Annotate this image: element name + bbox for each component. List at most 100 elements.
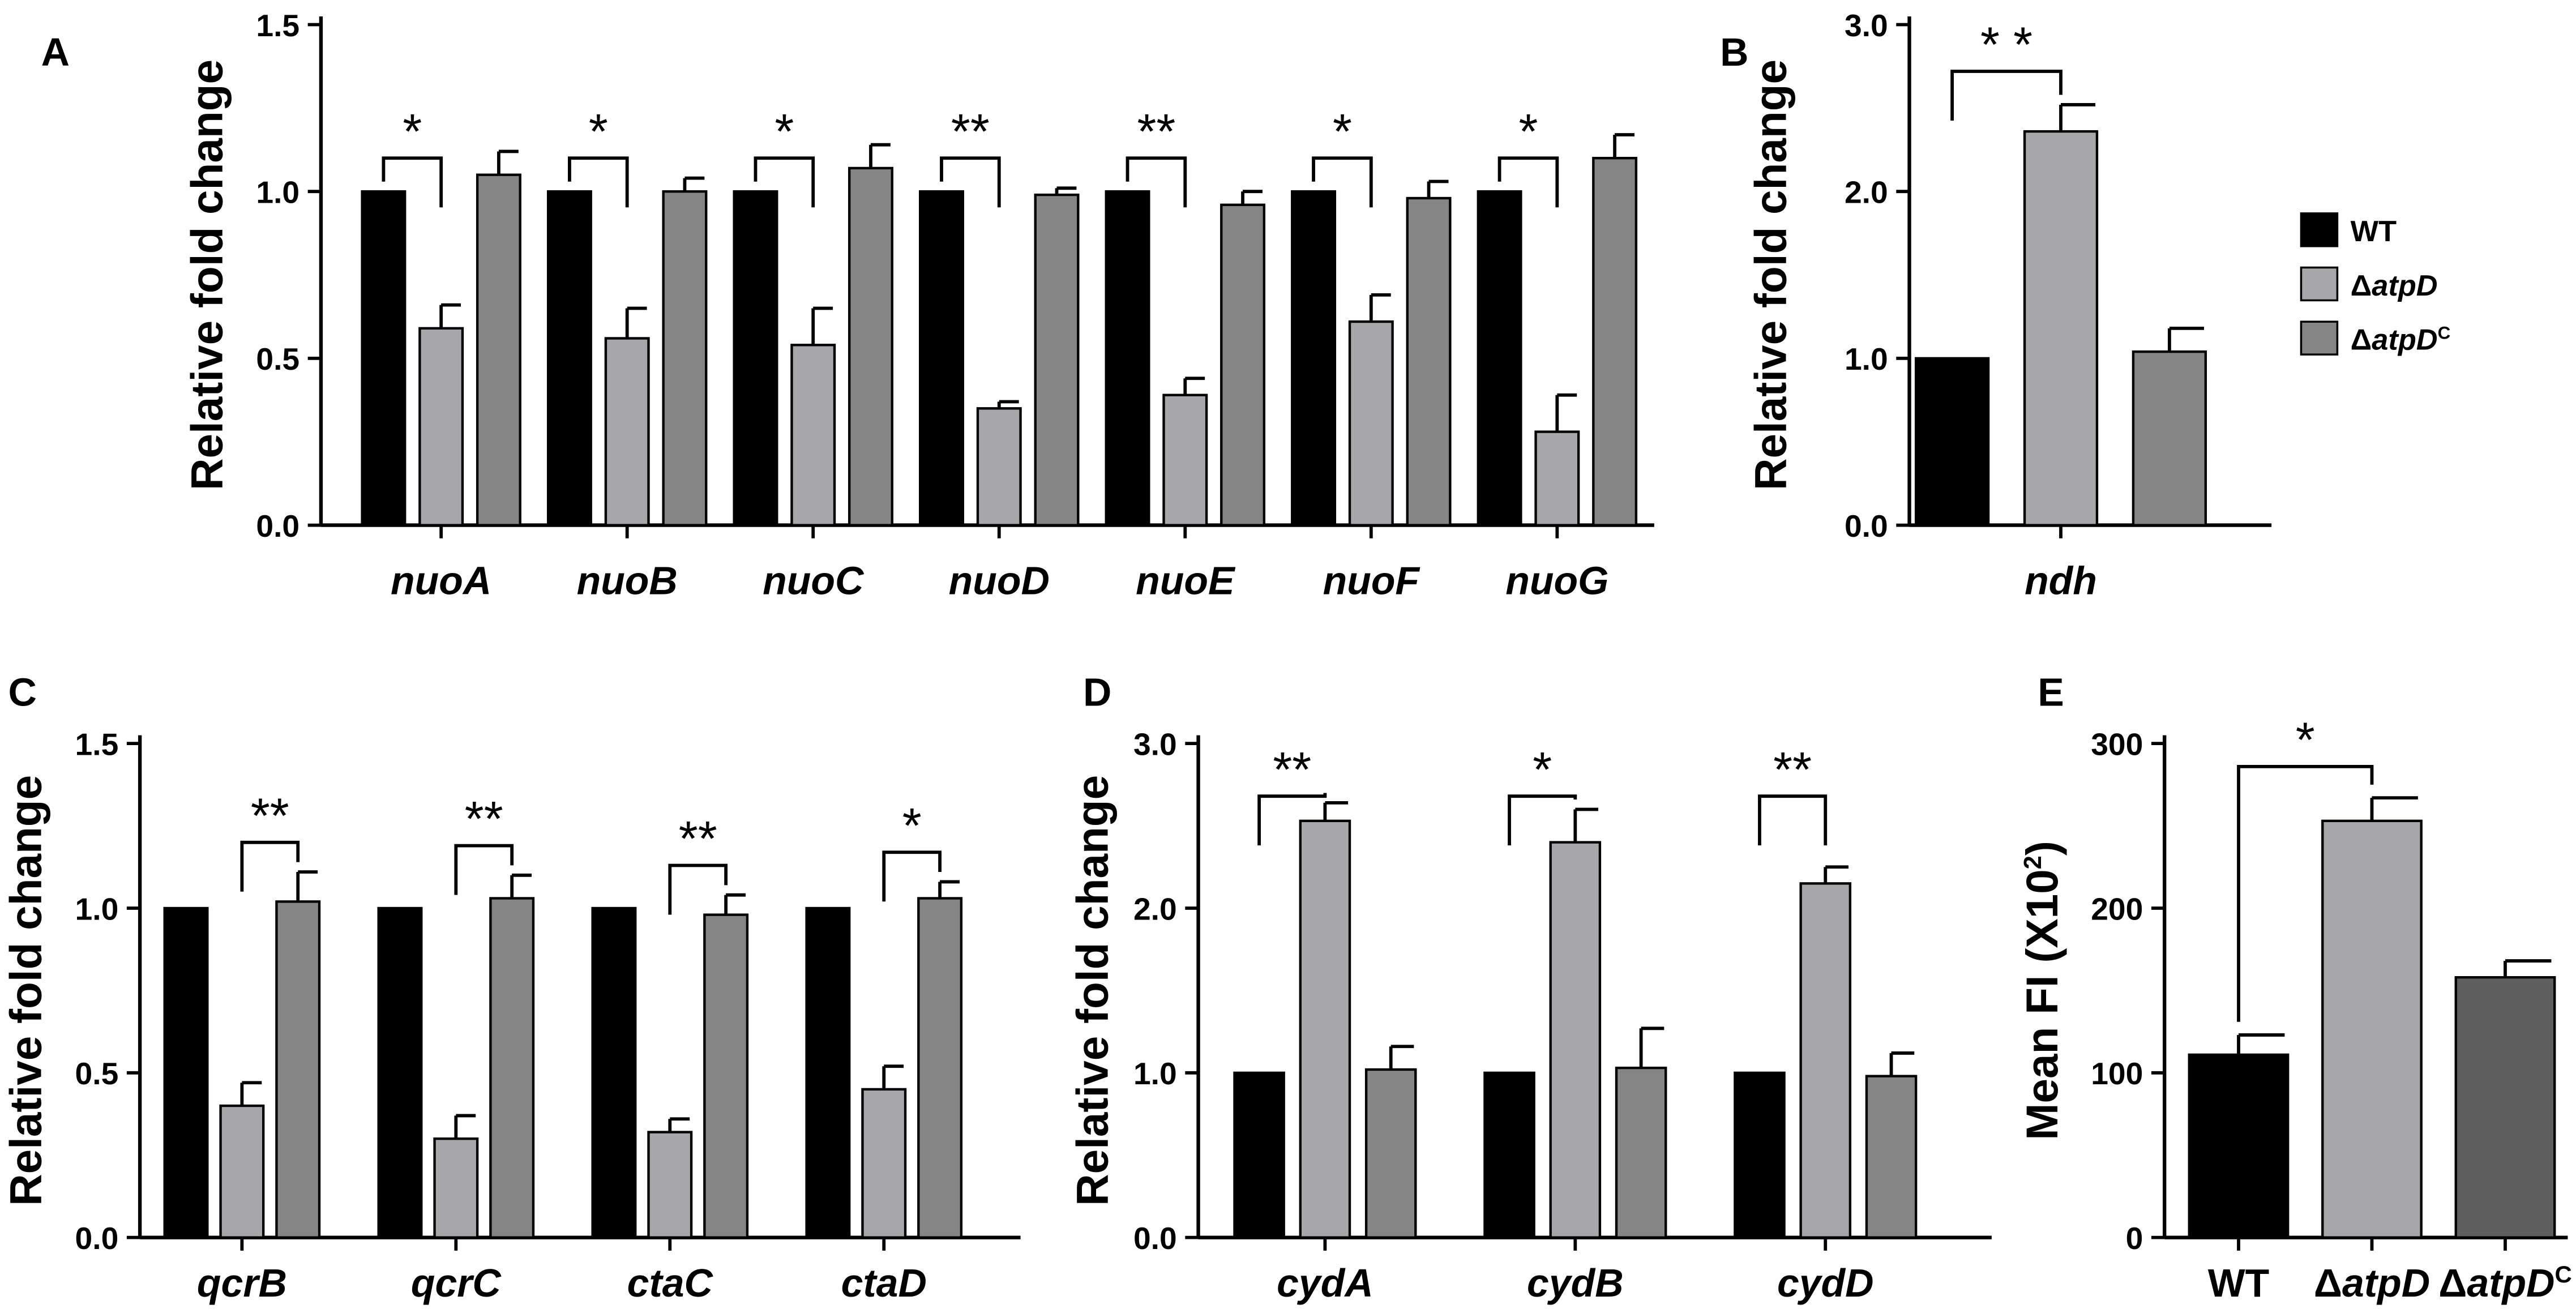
y-axis-label: Relative fold change	[1, 775, 51, 1206]
legend-label-delta: ΔatpD	[2351, 270, 2438, 302]
bar-A-nuoB-1	[604, 337, 650, 527]
bar-C-qcrB-0	[163, 906, 209, 1239]
significance-bracket	[1497, 156, 1559, 208]
panel-label-A: A	[41, 30, 70, 74]
category-label-nuoF: nuoF	[1323, 558, 1421, 602]
y-tick-label: 1.0	[1845, 341, 1888, 377]
bar-B-ndh-1	[2023, 130, 2099, 527]
category-label-nuoB: nuoB	[577, 558, 678, 602]
category-label-cydD: cydD	[1777, 1261, 1874, 1305]
y-tick-label: 0.5	[256, 341, 299, 377]
significance-label: *	[774, 104, 794, 159]
bar-E-2	[2454, 976, 2556, 1239]
panel-label-E: E	[2038, 670, 2064, 715]
significance-label: *	[589, 104, 608, 159]
bar-C-ctaD-2	[917, 897, 963, 1239]
category-label-ctaD: ctaD	[841, 1261, 927, 1305]
significance-label: *	[902, 798, 922, 853]
bar-D-cydB-2	[1615, 1066, 1667, 1239]
legend-label-wt: WT	[2351, 215, 2397, 248]
significance-bracket	[1126, 156, 1187, 208]
bar-A-nuoC-0	[733, 190, 778, 527]
y-tick-label: 0.0	[75, 1221, 119, 1256]
bar-A-nuoA-1	[418, 327, 464, 527]
bar-D-cydB-1	[1549, 841, 1602, 1239]
significance-bracket	[1257, 793, 1327, 846]
legend-label-comp: ΔatpDC	[2351, 323, 2451, 357]
category-label-qcrC: qcrC	[411, 1261, 502, 1305]
bar-A-nuoG-0	[1477, 190, 1522, 527]
bar-E-0	[2188, 1053, 2290, 1239]
y-tick-label: 0.5	[75, 1056, 119, 1091]
panel-A: A 0.0 0.5 1.0 1.5 Relative fold change nuoA * nu…	[41, 8, 1654, 602]
y-tick-label: 0.0	[1133, 1221, 1177, 1256]
category-label-E-1: ΔatpD	[2314, 1261, 2430, 1305]
bar-C-qcrB-2	[275, 900, 321, 1239]
panel-C: C 0.0 0.5 1.0 1.5 Relative fold change qcrB ** q…	[1, 670, 1021, 1305]
bar-A-nuoD-2	[1034, 193, 1080, 527]
bar-A-nuoC-2	[848, 166, 893, 527]
significance-label: **	[1137, 104, 1175, 159]
bar-A-nuoB-0	[546, 190, 592, 527]
bar-B-ndh-2	[2132, 350, 2207, 527]
y-tick-label: 300	[2091, 726, 2143, 762]
significance-bracket	[668, 863, 728, 915]
category-label-nuoD: nuoD	[949, 558, 1050, 602]
bar-A-nuoE-0	[1105, 190, 1150, 527]
y-tick-label: 3.0	[1133, 726, 1177, 762]
bar-C-ctaC-2	[703, 913, 749, 1239]
y-tick-label: 2.0	[1845, 175, 1888, 210]
significance-bracket	[454, 844, 514, 895]
significance-bracket	[1508, 794, 1577, 846]
bar-C-ctaC-0	[591, 906, 637, 1239]
bar-C-qcrC-0	[377, 906, 423, 1239]
y-tick-label: 0	[2126, 1221, 2143, 1256]
bar-D-cydD-0	[1734, 1071, 1786, 1239]
y-tick-label: 1.0	[75, 891, 119, 926]
significance-label: *	[1519, 104, 1538, 159]
category-label-E-2: ΔatpDC	[2438, 1261, 2571, 1305]
significance-label: **	[1273, 742, 1311, 797]
panel-E: E 0 100 200 300 Mean FI (X102) WT ΔatpD ΔatpDC *	[2017, 670, 2572, 1305]
panel-label-D: D	[1083, 670, 1111, 715]
category-label-qcrB: qcrB	[197, 1261, 287, 1305]
bar-D-cydD-1	[1799, 882, 1852, 1239]
category-label-cydA: cydA	[1277, 1261, 1373, 1305]
bar-D-cydA-2	[1364, 1068, 1417, 1239]
significance-bracket	[1312, 156, 1373, 208]
bar-C-ctaD-0	[805, 906, 851, 1239]
panel-B: B 0.0 1.0 2.0 3.0 Relative fold change ndh * *	[1720, 8, 2272, 602]
bar-A-nuoE-1	[1162, 394, 1208, 527]
legend-swatch-delta	[2300, 266, 2339, 302]
significance-bracket	[382, 156, 443, 208]
y-tick-label: 3.0	[1845, 8, 1888, 43]
significance-bracket	[1758, 794, 1828, 846]
y-axis-label: Relative fold change	[182, 59, 232, 490]
bar-A-nuoC-1	[790, 344, 836, 527]
bar-C-ctaC-1	[647, 1131, 693, 1239]
category-label-ctaC: ctaC	[627, 1261, 714, 1305]
y-axis-label: Mean FI (X102)	[2017, 841, 2067, 1140]
significance-label: **	[465, 792, 503, 846]
bar-D-cydA-0	[1233, 1071, 1285, 1239]
y-tick-label: 1.5	[75, 726, 119, 762]
legend-swatch-wt	[2300, 212, 2339, 247]
significance-bracket	[1950, 70, 2062, 121]
category-label-nuoC: nuoC	[763, 558, 865, 602]
bar-A-nuoB-2	[662, 190, 708, 527]
y-tick-label: 1.5	[256, 8, 299, 43]
panel-D: D 0.0 1.0 2.0 3.0 Relative fold change cydA ** c…	[1068, 670, 1992, 1305]
bar-C-qcrC-2	[489, 897, 535, 1239]
significance-bracket	[568, 156, 629, 208]
significance-bracket	[240, 840, 300, 892]
bar-A-nuoA-0	[361, 190, 406, 527]
bar-A-nuoF-2	[1406, 196, 1452, 527]
bar-A-nuoD-1	[976, 407, 1022, 527]
bar-A-nuoD-0	[919, 190, 964, 527]
bar-B-ndh-0	[1914, 357, 1990, 527]
bar-A-nuoF-1	[1348, 320, 1394, 527]
bar-A-nuoG-2	[1592, 157, 1638, 527]
significance-label: *	[1333, 104, 1352, 159]
y-tick-label: 100	[2091, 1056, 2143, 1091]
y-tick-label: 1.0	[1133, 1056, 1177, 1091]
